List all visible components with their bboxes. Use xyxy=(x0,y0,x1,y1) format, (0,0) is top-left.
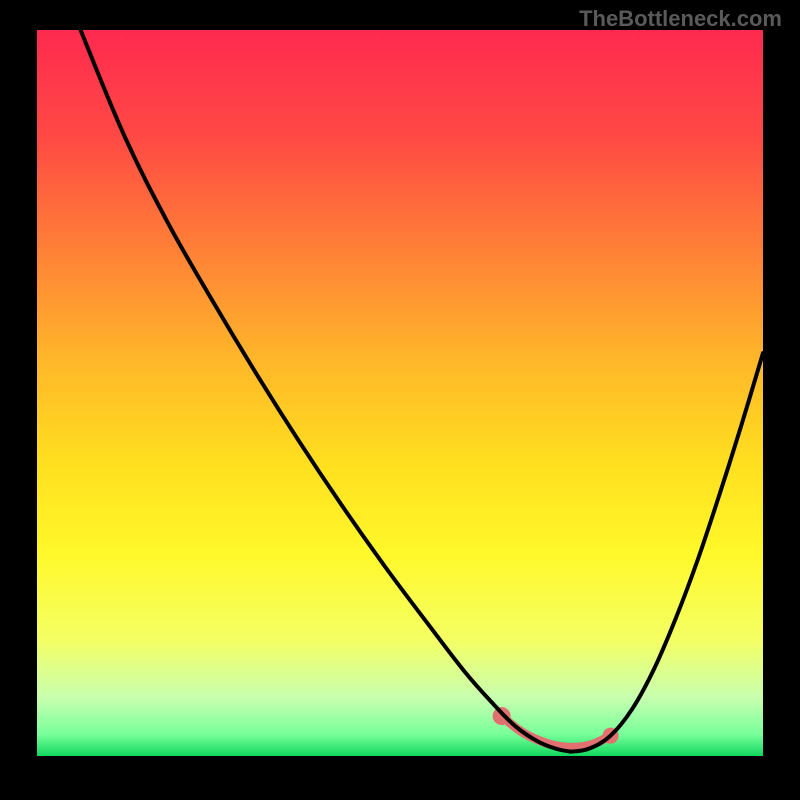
left-descending-curve xyxy=(81,30,571,752)
chart-curves xyxy=(37,30,763,756)
highlight-start-dot xyxy=(493,707,511,725)
watermark-text: TheBottleneck.com xyxy=(579,6,782,32)
right-ascending-curve xyxy=(571,353,763,752)
chart-plot-area xyxy=(37,30,763,756)
highlight-band xyxy=(502,716,611,747)
